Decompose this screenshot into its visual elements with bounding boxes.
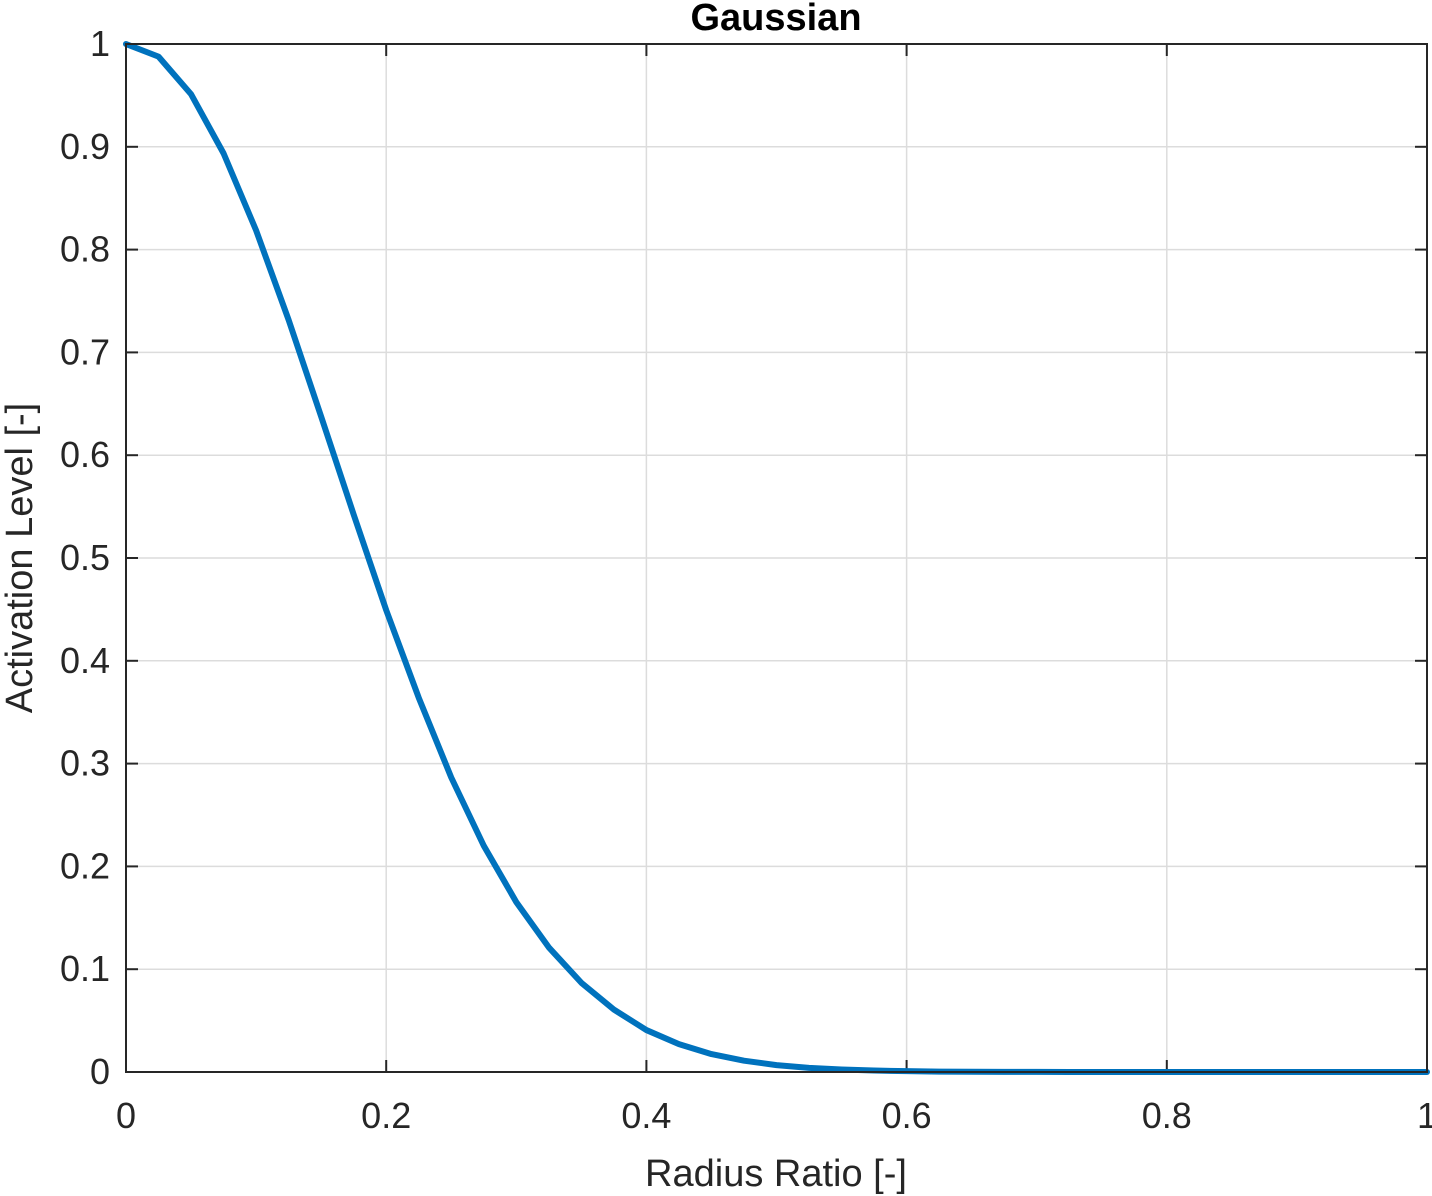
y-tick-labels: 0 0.1 0.2 0.3 0.4 0.5 0.6 0.7 0.8 0.9 1 [60,23,110,1092]
y-tick-label: 0.3 [60,743,110,784]
x-tick-label: 1 [1417,1095,1432,1136]
x-tick-labels: 0 0.2 0.4 0.6 0.8 1 [116,1095,1432,1136]
chart-title: Gaussian [690,0,861,39]
x-tick-label: 0.6 [882,1095,932,1136]
y-tick-label: 0.5 [60,537,110,578]
x-axis-label: Radius Ratio [-] [645,1153,907,1195]
y-tick-label: 0.4 [60,640,110,681]
y-tick-label: 0 [90,1051,110,1092]
x-tick-label: 0.2 [361,1095,411,1136]
x-tick-label: 0.4 [621,1095,671,1136]
x-tick-label: 0.8 [1142,1095,1192,1136]
y-tick-label: 0.1 [60,948,110,989]
y-tick-label: 0.8 [60,229,110,270]
y-tick-label: 0.6 [60,434,110,475]
y-tick-label: 0.2 [60,845,110,886]
y-tick-label: 0.7 [60,331,110,372]
grid [125,43,1428,1073]
axes-box [125,43,1428,1073]
y-tick-label: 0.9 [60,126,110,167]
x-tick-label: 0 [116,1095,136,1136]
y-axis-label: Activation Level [-] [0,403,41,713]
y-tick-label: 1 [90,23,110,64]
